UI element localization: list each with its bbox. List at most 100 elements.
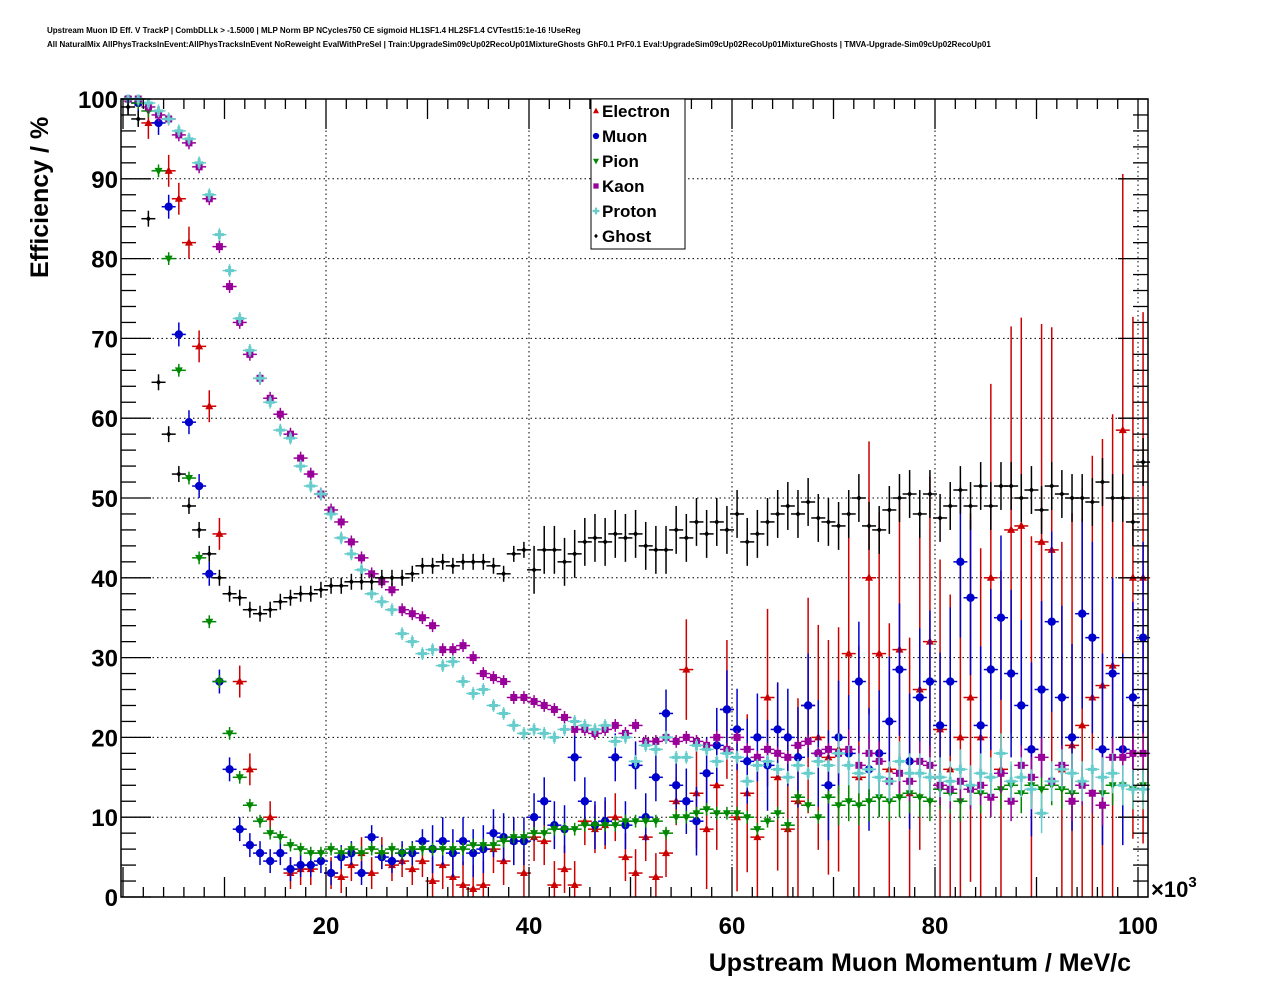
data-point (689, 498, 704, 546)
data-point (212, 517, 227, 550)
data-point (486, 699, 501, 712)
data-point (171, 466, 186, 483)
data-point (851, 621, 866, 742)
legend-item-ghost: Ghost (594, 227, 651, 246)
data-point (435, 659, 450, 672)
data-point (303, 585, 318, 602)
data-point (821, 758, 836, 772)
data-point (577, 719, 592, 732)
data-point (1075, 518, 1090, 709)
data-point (161, 252, 176, 265)
data-point (374, 846, 389, 860)
data-point (181, 226, 196, 259)
data-point (740, 517, 755, 566)
data-point (1014, 757, 1029, 798)
data-points (121, 94, 1151, 897)
data-point (872, 757, 887, 798)
data-point (151, 164, 166, 178)
data-point (770, 746, 785, 760)
grid-lines (121, 99, 1148, 897)
data-point (171, 363, 186, 377)
data-point (354, 846, 369, 860)
y-tick-label: 10 (91, 805, 118, 832)
data-point (151, 104, 166, 118)
data-point (456, 817, 471, 866)
data-point (577, 777, 592, 826)
data-point (1115, 765, 1130, 806)
data-point (202, 188, 217, 202)
data-point (760, 742, 775, 756)
data-point (608, 735, 623, 748)
data-point (456, 553, 471, 570)
data-point (1095, 458, 1110, 506)
data-point (374, 595, 389, 609)
legend-marker-triangle-down (593, 158, 599, 165)
data-point (963, 482, 978, 530)
data-point (963, 520, 978, 676)
y-tick-labels: 0 10 20 30 40 50 60 70 80 90 100 (78, 87, 118, 912)
legend-label: Kaon (602, 177, 645, 196)
data-point (790, 738, 805, 752)
data-point (872, 505, 887, 554)
data-point (1044, 761, 1059, 802)
data-point (669, 761, 684, 810)
data-point (1024, 662, 1039, 837)
data-point (303, 467, 318, 481)
data-point (679, 750, 694, 764)
data-point (537, 826, 552, 840)
data-point (557, 723, 572, 736)
data-point (466, 651, 481, 664)
x-multiplier-label: ×103 (1151, 874, 1197, 902)
data-point (537, 777, 552, 826)
data-point (811, 810, 826, 824)
data-point (273, 830, 288, 844)
data-point (598, 517, 613, 566)
data-point (567, 861, 582, 897)
data-point (790, 490, 805, 538)
data-point (821, 742, 836, 756)
data-point (161, 426, 176, 443)
data-point (933, 494, 948, 542)
data-point (1034, 737, 1049, 778)
data-point (466, 829, 481, 878)
data-point (496, 707, 511, 720)
data-point (689, 786, 704, 856)
data-point (445, 557, 460, 574)
data-point (659, 826, 674, 840)
data-point (780, 770, 795, 784)
data-point (222, 727, 237, 740)
data-point (1075, 761, 1090, 802)
data-point (699, 802, 714, 816)
data-point (527, 723, 542, 736)
x-tick-label: 100 (1118, 913, 1158, 940)
legend-label: Ghost (602, 227, 651, 246)
data-point (222, 280, 237, 293)
data-point (790, 790, 805, 804)
data-point (628, 719, 643, 732)
data-point (862, 749, 877, 790)
data-point (202, 545, 217, 562)
data-point (882, 486, 897, 534)
data-point (770, 490, 785, 538)
data-point (192, 156, 207, 170)
data-point (232, 770, 247, 784)
data-point (973, 753, 988, 794)
data-point (283, 857, 298, 882)
data-point (851, 474, 866, 522)
data-point (730, 750, 745, 764)
data-point (486, 838, 501, 852)
data-point (161, 194, 176, 219)
data-point (263, 849, 278, 874)
data-point (273, 407, 288, 421)
legend-marker-triangle-up (593, 107, 599, 114)
data-point (862, 501, 877, 550)
data-point (516, 541, 531, 558)
data-point (253, 841, 268, 866)
data-point (537, 699, 552, 712)
data-point (648, 853, 663, 897)
data-point (608, 509, 623, 558)
data-point (801, 478, 816, 526)
data-point (780, 482, 795, 530)
data-point (344, 842, 359, 856)
legend-box (590, 98, 686, 250)
